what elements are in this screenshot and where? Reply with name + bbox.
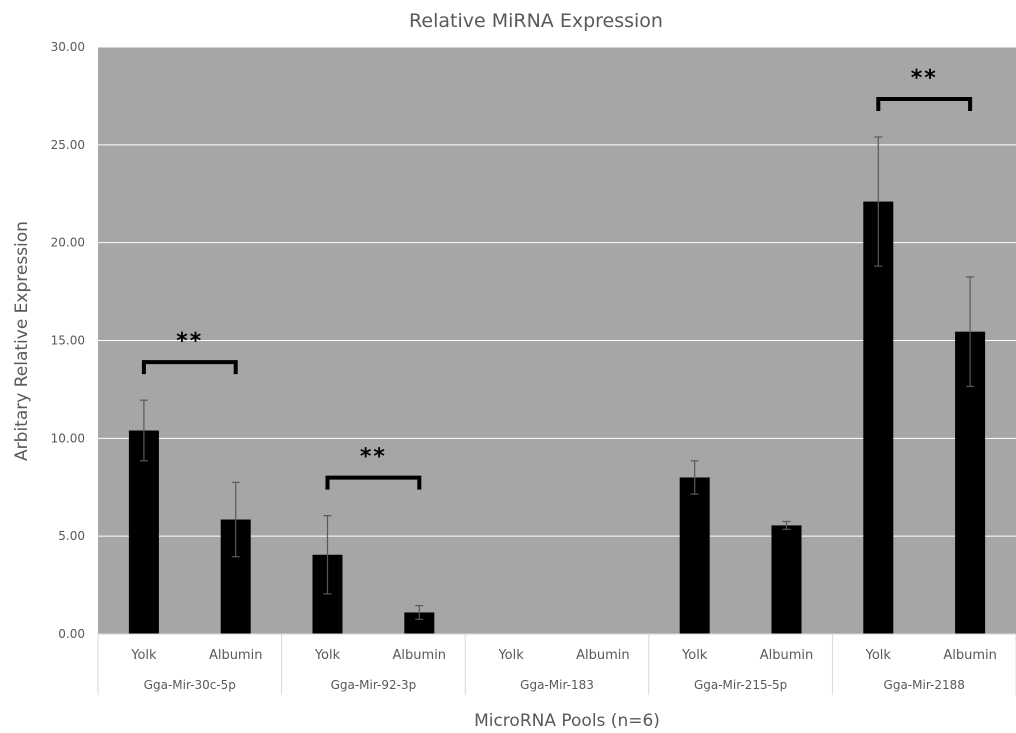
category-label: Yolk [865,648,892,663]
y-tick-label: 20.00 [51,236,85,250]
group-label: Gga-Mir-92-3p [331,678,417,692]
significance-brackets: ** ** ** [141,66,973,490]
bars [128,201,986,634]
significance-bracket [141,360,238,375]
category-label: Albumin [393,648,447,663]
bar [863,201,894,634]
x-axis-title: MicroRNA Pools (n=6) [474,711,660,731]
chart-title: Relative MiRNA Expression [409,10,663,32]
y-tick-label: 0.00 [58,627,85,641]
y-tick-label: 5.00 [58,529,85,543]
category-label: Yolk [314,648,341,663]
y-tick-label: 30.00 [51,40,85,54]
significance-bracket [325,475,422,490]
bar [771,525,802,634]
y-tick-label: 15.00 [51,334,85,348]
category-label: Albumin [576,648,630,663]
bar [404,612,435,634]
significance-marker: ** [176,329,203,354]
y-tick-label: 10.00 [51,431,85,445]
significance-marker: ** [911,66,938,91]
group-label: Gga-Mir-183 [520,678,594,692]
category-label: Albumin [209,648,263,663]
significance-bracket [876,97,973,112]
y-axis-ticks: 0.00 5.00 10.00 15.00 20.00 25.00 30.00 [51,40,85,641]
category-label: Yolk [497,648,524,663]
category-label: Yolk [130,648,157,663]
group-label: Gga-Mir-2188 [884,678,965,692]
y-tick-label: 25.00 [51,138,85,152]
category-label: Albumin [760,648,814,663]
category-label: Albumin [943,648,997,663]
group-label: Gga-Mir-30c-5p [144,678,236,692]
significance-marker: ** [360,445,387,470]
y-axis-title: Arbitary Relative Expression [12,221,32,461]
error-bars [139,136,975,620]
bar [128,430,159,634]
bar [679,477,710,634]
group-label: Gga-Mir-215-5p [694,678,787,692]
x-axis: Yolk Albumin Gga-Mir-30c-5p Yolk Albumin Gga-… [97,633,1016,695]
category-label: Yolk [681,648,708,663]
